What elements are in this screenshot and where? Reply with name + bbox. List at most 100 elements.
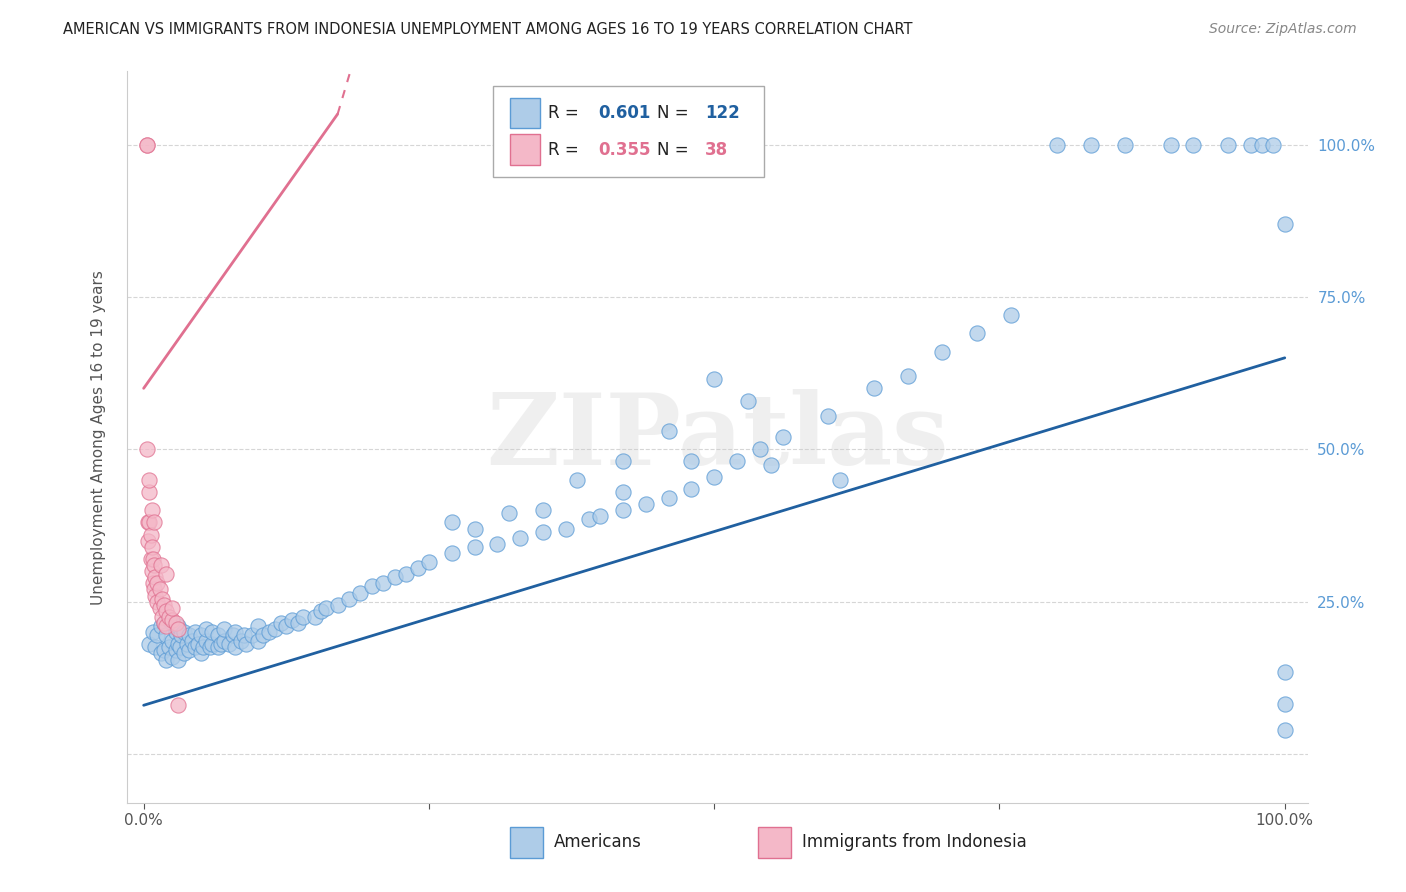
Point (155, 604, 177, 618)
Point (486, 537, 509, 551)
Point (772, 430, 794, 444)
Point (1000, 308, 1022, 322)
Point (146, 576, 169, 591)
Point (1216, 137, 1239, 152)
Y-axis label: Unemployment Among Ages 16 to 19 years: Unemployment Among Ages 16 to 19 years (91, 269, 105, 605)
Point (138, 473, 160, 487)
Point (142, 552, 165, 566)
Text: N =: N = (657, 141, 693, 159)
Point (153, 615, 176, 630)
Point (828, 473, 851, 487)
Point (440, 546, 463, 560)
Point (1160, 137, 1182, 152)
Point (212, 634, 235, 648)
Point (612, 485, 634, 500)
Point (179, 628, 201, 642)
Point (142, 582, 165, 597)
Point (464, 521, 486, 535)
Point (146, 594, 169, 608)
Point (1274, 723, 1296, 737)
Point (149, 582, 172, 597)
Point (143, 640, 166, 655)
Text: Immigrants from Indonesia: Immigrants from Indonesia (801, 833, 1026, 851)
FancyBboxPatch shape (510, 827, 544, 858)
Point (173, 625, 195, 640)
Text: Source: ZipAtlas.com: Source: ZipAtlas.com (1209, 22, 1357, 37)
Point (141, 564, 163, 578)
Point (240, 628, 263, 642)
Point (136, 533, 159, 548)
Point (531, 524, 554, 539)
Point (395, 567, 418, 582)
FancyBboxPatch shape (510, 135, 540, 165)
Point (190, 628, 212, 642)
Point (498, 506, 520, 520)
Point (153, 615, 176, 630)
Point (384, 570, 406, 584)
Point (160, 649, 183, 664)
Point (138, 516, 160, 530)
Point (165, 625, 187, 640)
Point (292, 610, 315, 624)
Point (218, 637, 240, 651)
Point (184, 640, 207, 655)
Point (257, 625, 280, 640)
Point (153, 598, 176, 612)
Point (139, 527, 162, 541)
Point (281, 613, 304, 627)
Point (1080, 137, 1102, 152)
Point (190, 647, 212, 661)
Point (150, 610, 173, 624)
Text: R =: R = (548, 141, 583, 159)
Point (142, 516, 165, 530)
Point (201, 625, 224, 640)
Point (155, 619, 177, 633)
Point (681, 454, 703, 468)
Point (326, 598, 349, 612)
Point (198, 640, 221, 655)
Point (703, 469, 725, 483)
Point (589, 509, 612, 524)
Point (191, 640, 214, 655)
Text: ZIPatlas: ZIPatlas (486, 389, 948, 485)
Point (195, 634, 218, 648)
Point (1274, 697, 1296, 711)
Point (146, 628, 169, 642)
Point (509, 531, 531, 545)
Point (276, 619, 298, 633)
Point (141, 503, 163, 517)
Point (360, 579, 382, 593)
Point (703, 372, 725, 386)
Point (931, 344, 953, 359)
Point (153, 643, 176, 657)
Text: 0.601: 0.601 (598, 104, 650, 122)
FancyBboxPatch shape (510, 98, 540, 128)
Point (143, 589, 166, 603)
Text: Americans: Americans (554, 833, 643, 851)
Point (817, 409, 839, 423)
Point (136, 137, 159, 152)
Point (264, 622, 287, 636)
FancyBboxPatch shape (758, 827, 792, 858)
Point (155, 652, 177, 666)
Point (658, 424, 681, 438)
Point (737, 393, 759, 408)
Point (1274, 217, 1296, 231)
Point (167, 637, 190, 651)
Point (165, 643, 187, 657)
Point (1182, 137, 1205, 152)
Point (157, 610, 180, 624)
Point (233, 628, 256, 642)
Point (634, 497, 657, 511)
Point (139, 552, 162, 566)
Text: 0.355: 0.355 (598, 141, 650, 159)
Point (246, 619, 269, 633)
Point (187, 637, 209, 651)
Point (531, 503, 554, 517)
Point (221, 628, 243, 642)
Point (167, 622, 190, 636)
Point (160, 615, 183, 630)
Point (418, 555, 440, 569)
Point (160, 634, 183, 648)
Point (567, 473, 589, 487)
